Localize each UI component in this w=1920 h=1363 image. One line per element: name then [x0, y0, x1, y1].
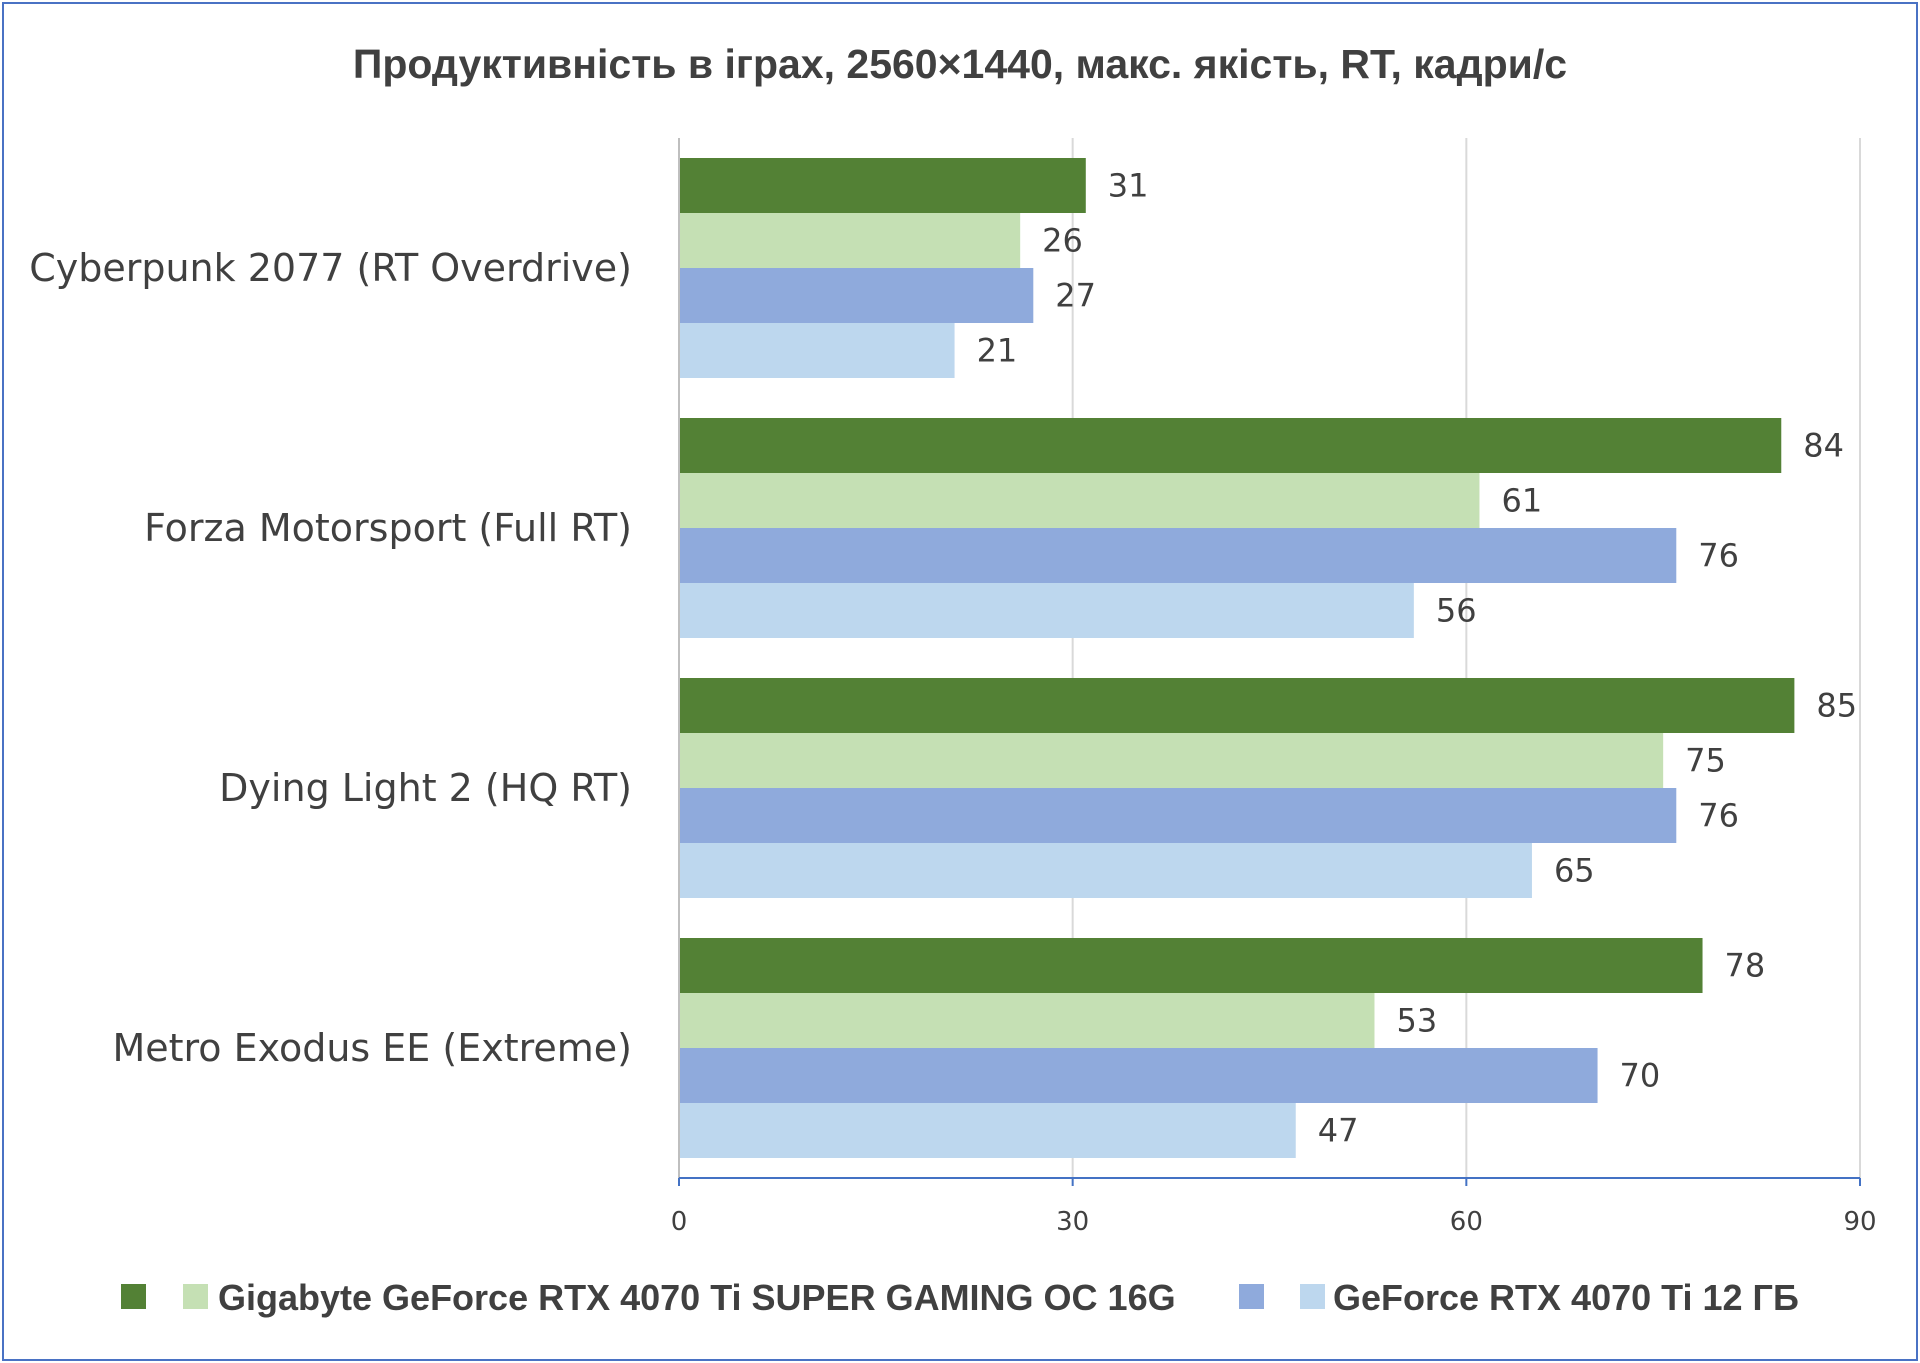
- data-label: 76: [1698, 797, 1739, 835]
- legend-marker: [1300, 1284, 1325, 1309]
- category-label: Dying Light 2 (HQ RT): [219, 766, 632, 810]
- bar: [679, 788, 1677, 843]
- legend: Gigabyte GeForce RTX 4070 Ti SUPER GAMIN…: [121, 1277, 1799, 1318]
- bar: [679, 268, 1034, 323]
- bar: [679, 993, 1375, 1048]
- bars: 31 26 27 21 84 61 76 56 85 75 76 65 78 53 70 47: [679, 158, 1857, 1158]
- bar: [679, 213, 1021, 268]
- bar: [679, 418, 1782, 473]
- data-label: 78: [1725, 947, 1766, 985]
- data-label: 21: [977, 332, 1018, 370]
- data-label: 76: [1698, 537, 1739, 575]
- tick-label: 90: [1843, 1207, 1876, 1237]
- tick-label: 0: [671, 1207, 688, 1237]
- tick-label: 30: [1056, 1207, 1089, 1237]
- bar: [679, 158, 1086, 213]
- data-label: 56: [1436, 592, 1477, 630]
- data-label: 75: [1685, 742, 1726, 780]
- bar: [679, 473, 1480, 528]
- bar: [679, 733, 1664, 788]
- bar: [679, 1103, 1296, 1158]
- category-labels: Cyberpunk 2077 (RT Overdrive) Forza Motor…: [29, 246, 632, 1070]
- data-label: 27: [1055, 277, 1096, 315]
- legend-label: GeForce RTX 4070 Ti 12 ГБ: [1333, 1277, 1799, 1318]
- legend-marker: [183, 1284, 208, 1309]
- category-label: Cyberpunk 2077 (RT Overdrive): [29, 246, 632, 290]
- tick-label: 60: [1450, 1207, 1483, 1237]
- data-label: 61: [1501, 482, 1542, 520]
- data-label: 85: [1816, 687, 1857, 725]
- bar: [679, 938, 1703, 993]
- x-axis: 0 30 60 90: [671, 138, 1877, 1237]
- data-label: 65: [1554, 852, 1595, 890]
- data-label: 47: [1318, 1112, 1359, 1150]
- data-label: 70: [1620, 1057, 1661, 1095]
- bar: [679, 528, 1677, 583]
- legend-marker: [1239, 1284, 1264, 1309]
- legend-label: Gigabyte GeForce RTX 4070 Ti SUPER GAMIN…: [218, 1277, 1176, 1318]
- bar: [679, 583, 1414, 638]
- bar: [679, 323, 955, 378]
- data-label: 53: [1396, 1002, 1437, 1040]
- data-label: 31: [1108, 167, 1149, 205]
- category-label: Metro Exodus EE (Extreme): [112, 1026, 632, 1070]
- category-label: Forza Motorsport (Full RT): [144, 506, 632, 550]
- bar: [679, 843, 1532, 898]
- bar: [679, 678, 1795, 733]
- data-label: 26: [1042, 222, 1083, 260]
- chart-title: Продуктивність в іграх, 2560×1440, макс.…: [353, 41, 1567, 87]
- data-label: 84: [1803, 427, 1844, 465]
- bar: [679, 1048, 1598, 1103]
- legend-marker: [121, 1284, 146, 1309]
